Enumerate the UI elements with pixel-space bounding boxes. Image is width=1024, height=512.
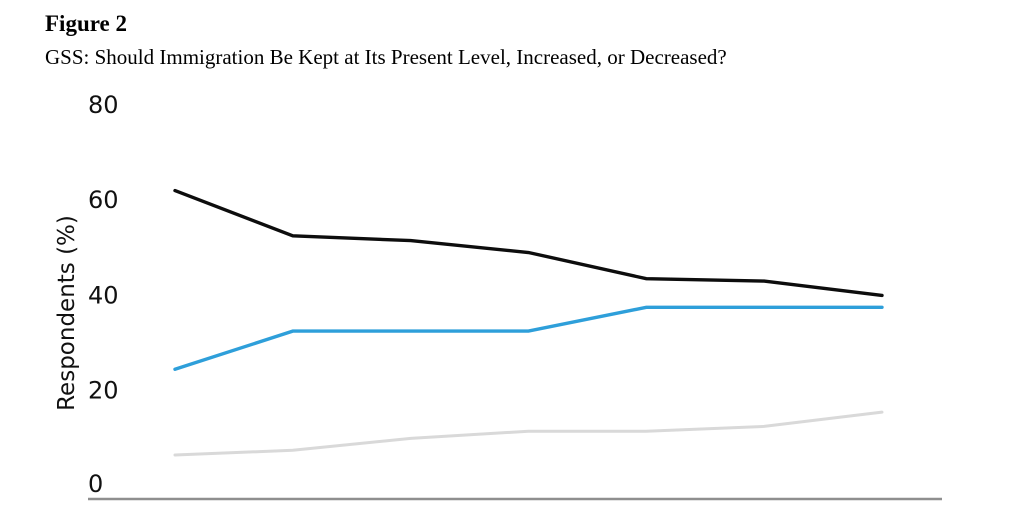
figure-label: Figure 2: [45, 11, 127, 36]
y-tick-40: 40: [88, 281, 119, 309]
y-tick-0: 0: [88, 470, 103, 498]
y-tick-20: 20: [88, 377, 119, 405]
y-tick-80: 80: [88, 91, 119, 119]
y-axis-label: Respondents (%): [54, 215, 80, 411]
black-series-line: [173, 188, 884, 298]
gray-series-line: [173, 410, 884, 457]
blue-series-line: [173, 305, 884, 371]
figure-subtitle: GSS: Should Immigration Be Kept at Its P…: [45, 45, 727, 69]
y-tick-60: 60: [88, 186, 119, 214]
